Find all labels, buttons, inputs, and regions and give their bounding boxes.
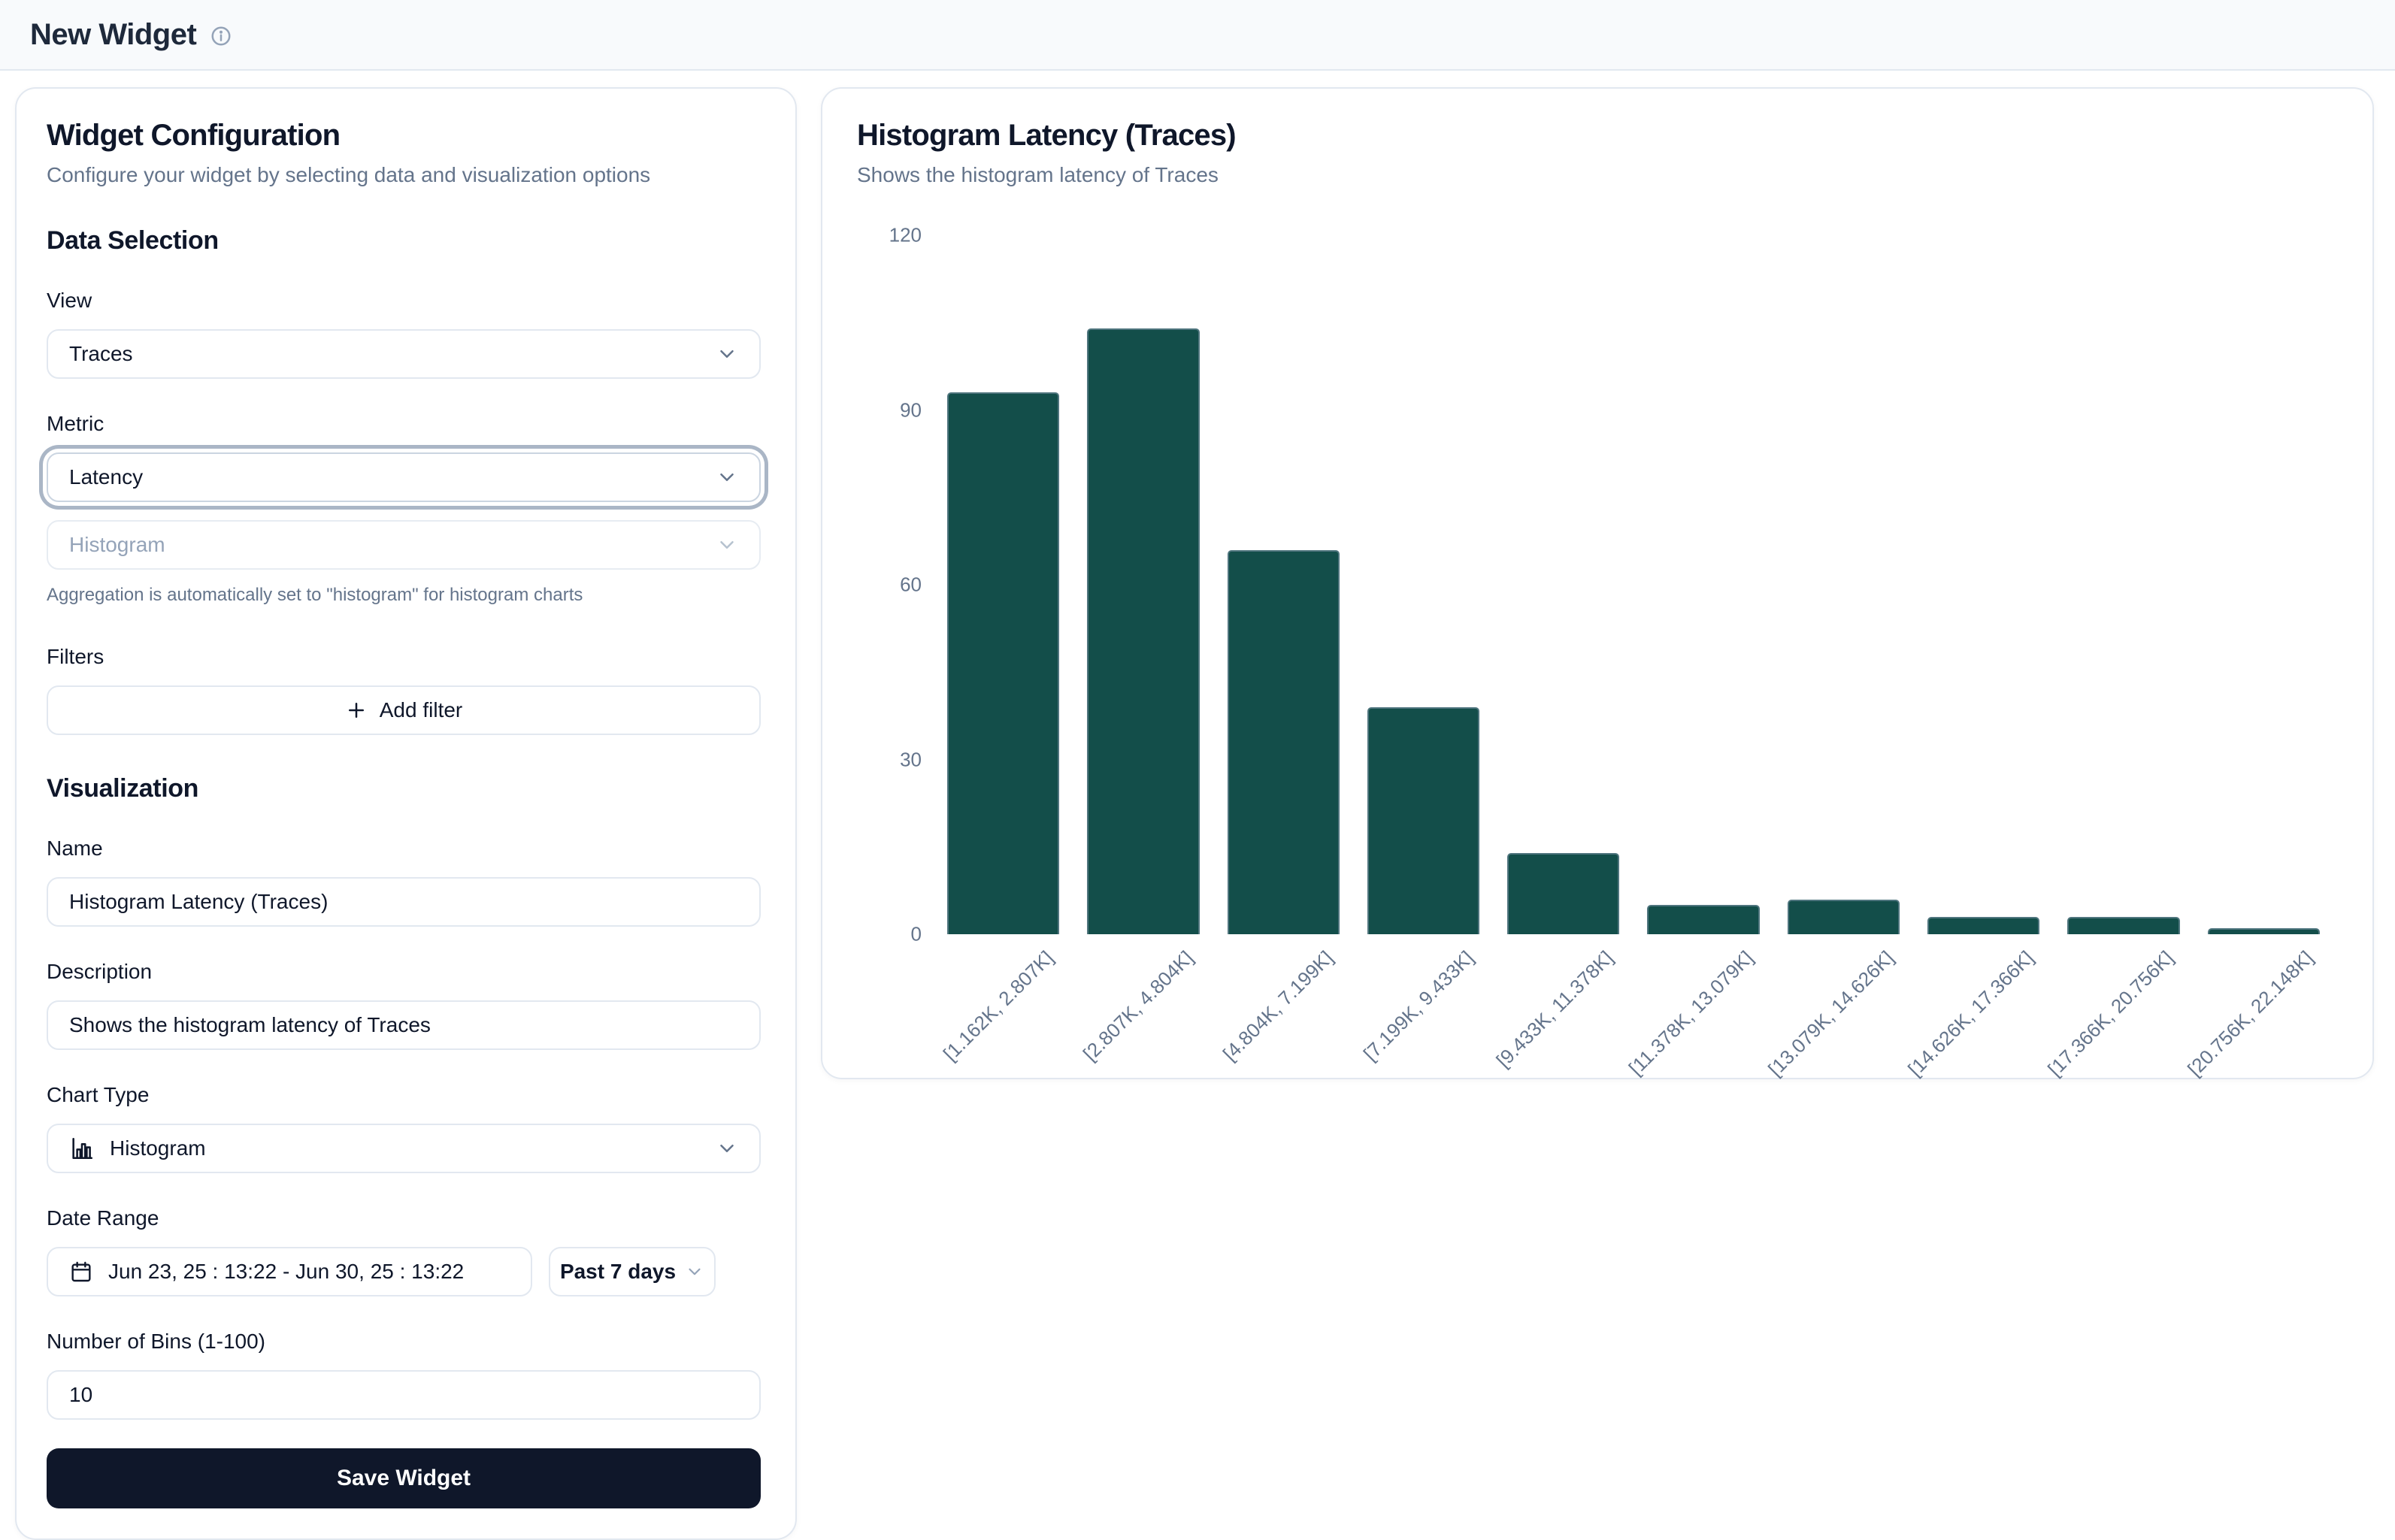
histogram-bar[interactable] — [1787, 899, 1900, 934]
date-preset-value: Past 7 days — [559, 1260, 677, 1283]
aggregation-note: Aggregation is automatically set to "his… — [47, 585, 583, 605]
chevron-down-icon — [720, 473, 734, 481]
chart-type-select[interactable]: Histogram — [47, 1124, 761, 1173]
date-preset-button[interactable]: Past 7 days — [549, 1247, 716, 1296]
chevron-down-icon — [720, 1145, 734, 1152]
metric-label: Metric — [47, 412, 104, 435]
histogram-bar[interactable] — [1927, 916, 2040, 934]
x-axis-label: [14.626K, 17.366K] — [1903, 946, 2038, 1081]
histogram-bar[interactable] — [2207, 928, 2320, 934]
description-input[interactable] — [47, 1000, 761, 1050]
x-axis-label: [13.079K, 14.626K] — [1763, 946, 1898, 1081]
chevron-down-icon — [689, 1268, 701, 1275]
histogram-bar[interactable] — [1367, 706, 1480, 934]
histogram-bar[interactable] — [1227, 549, 1340, 934]
chart-subtitle: Shows the histogram latency of Traces — [857, 163, 1219, 186]
plus-icon — [348, 703, 364, 718]
histogram-bar[interactable] — [947, 392, 1060, 934]
date-range-value: Jun 23, 25 : 13:22 - Jun 30, 25 : 13:22 — [108, 1260, 465, 1283]
page-title: New Widget — [30, 17, 197, 51]
y-axis-tick: 0 — [910, 922, 922, 945]
aggregation-select: Histogram — [47, 520, 761, 570]
app-header: New Widget — [0, 0, 2395, 71]
bins-input[interactable] — [47, 1370, 761, 1420]
add-filter-button[interactable]: Add filter — [47, 685, 761, 735]
chart-preview-panel: Histogram Latency (Traces) Shows the his… — [821, 87, 2374, 1081]
histogram-chart: 0 30 60 90 120 [1.162K, 2.807K] [2.807K, 4.80… — [857, 224, 2338, 1081]
y-axis-tick: 120 — [889, 223, 922, 247]
main-content: Widget Configuration Configure your widg… — [0, 71, 2395, 1540]
date-range-row: Jun 23, 25 : 13:22 - Jun 30, 25 : 13:22 … — [47, 1247, 761, 1296]
chart-type-value: Histogram — [110, 1136, 206, 1160]
aggregation-select-value: Histogram — [69, 533, 165, 556]
view-select[interactable]: Traces — [47, 329, 761, 379]
histogram-bar-slot: [1.162K, 2.807K] — [938, 235, 1060, 1065]
metric-select-value: Latency — [69, 465, 144, 489]
name-input[interactable] — [47, 877, 761, 927]
data-selection-heading: Data Selection — [47, 226, 219, 255]
histogram-bar-slot: [13.079K, 14.626K] — [1764, 235, 1900, 1081]
x-axis-label: [2.807K, 4.804K] — [1078, 946, 1198, 1066]
y-axis-tick: 30 — [900, 748, 922, 770]
x-axis-label: [20.756K, 22.148K] — [2183, 946, 2318, 1081]
config-subtitle: Configure your widget by selecting data … — [47, 163, 651, 186]
y-axis-tick: 60 — [900, 573, 922, 596]
widget-configuration-panel: Widget Configuration Configure your widg… — [15, 87, 797, 1540]
histogram-bar-slot: [11.378K, 13.079K] — [1624, 235, 1760, 1079]
histogram-bar-slot: [17.366K, 20.756K] — [2043, 235, 2180, 1081]
x-axis-label: [7.199K, 9.433K] — [1358, 946, 1478, 1066]
info-icon[interactable] — [210, 25, 232, 47]
histogram-bar-slot: [14.626K, 17.366K] — [1903, 235, 2040, 1081]
x-axis-label: [1.162K, 2.807K] — [938, 946, 1058, 1066]
bins-label: Number of Bins (1-100) — [47, 1330, 266, 1353]
histogram-bar[interactable] — [1087, 328, 1200, 934]
add-filter-label: Add filter — [379, 698, 463, 722]
chart-type-label: Chart Type — [47, 1083, 150, 1106]
calendar-icon — [71, 1261, 91, 1282]
chart-title: Histogram Latency (Traces) — [857, 119, 1237, 152]
y-axis: 0 30 60 90 120 — [857, 224, 947, 945]
histogram-bar-slot: [9.433K, 11.378K] — [1492, 235, 1620, 1072]
date-range-input[interactable]: Jun 23, 25 : 13:22 - Jun 30, 25 : 13:22 — [47, 1247, 532, 1296]
name-label: Name — [47, 837, 103, 860]
y-axis-tick: 90 — [900, 398, 922, 421]
date-range-label: Date Range — [47, 1206, 159, 1230]
histogram-bar-slot: [2.807K, 4.804K] — [1079, 235, 1200, 1065]
x-axis-label: [17.366K, 20.756K] — [2043, 946, 2179, 1081]
histogram-bar[interactable] — [1507, 852, 1620, 934]
histogram-bar-slot: [4.804K, 7.199K] — [1219, 235, 1340, 1065]
x-axis-label: [9.433K, 11.378K] — [1491, 946, 1618, 1073]
histogram-icon — [72, 1137, 93, 1160]
x-axis-label: [4.804K, 7.199K] — [1219, 946, 1338, 1066]
histogram-bar[interactable] — [1647, 905, 1760, 934]
metric-select[interactable]: Latency — [47, 452, 761, 502]
histogram-bar-slot: [20.756K, 22.148K] — [2184, 235, 2320, 1081]
view-label: View — [47, 289, 92, 312]
histogram-bar-slot: [7.199K, 9.433K] — [1358, 235, 1480, 1065]
bars-plot-area: [1.162K, 2.807K] [2.807K, 4.804K] [4.804K,… — [938, 235, 2338, 1081]
visualization-heading: Visualization — [47, 774, 199, 803]
x-axis-label: [11.378K, 13.079K] — [1624, 946, 1758, 1080]
filters-label: Filters — [47, 645, 104, 668]
view-select-value: Traces — [69, 342, 133, 365]
chevron-down-icon — [720, 350, 734, 358]
histogram-bar[interactable] — [2067, 916, 2180, 934]
save-widget-button[interactable]: Save Widget — [47, 1448, 761, 1508]
chevron-down-icon — [720, 541, 734, 549]
description-label: Description — [47, 960, 153, 983]
config-title: Widget Configuration — [47, 119, 341, 152]
